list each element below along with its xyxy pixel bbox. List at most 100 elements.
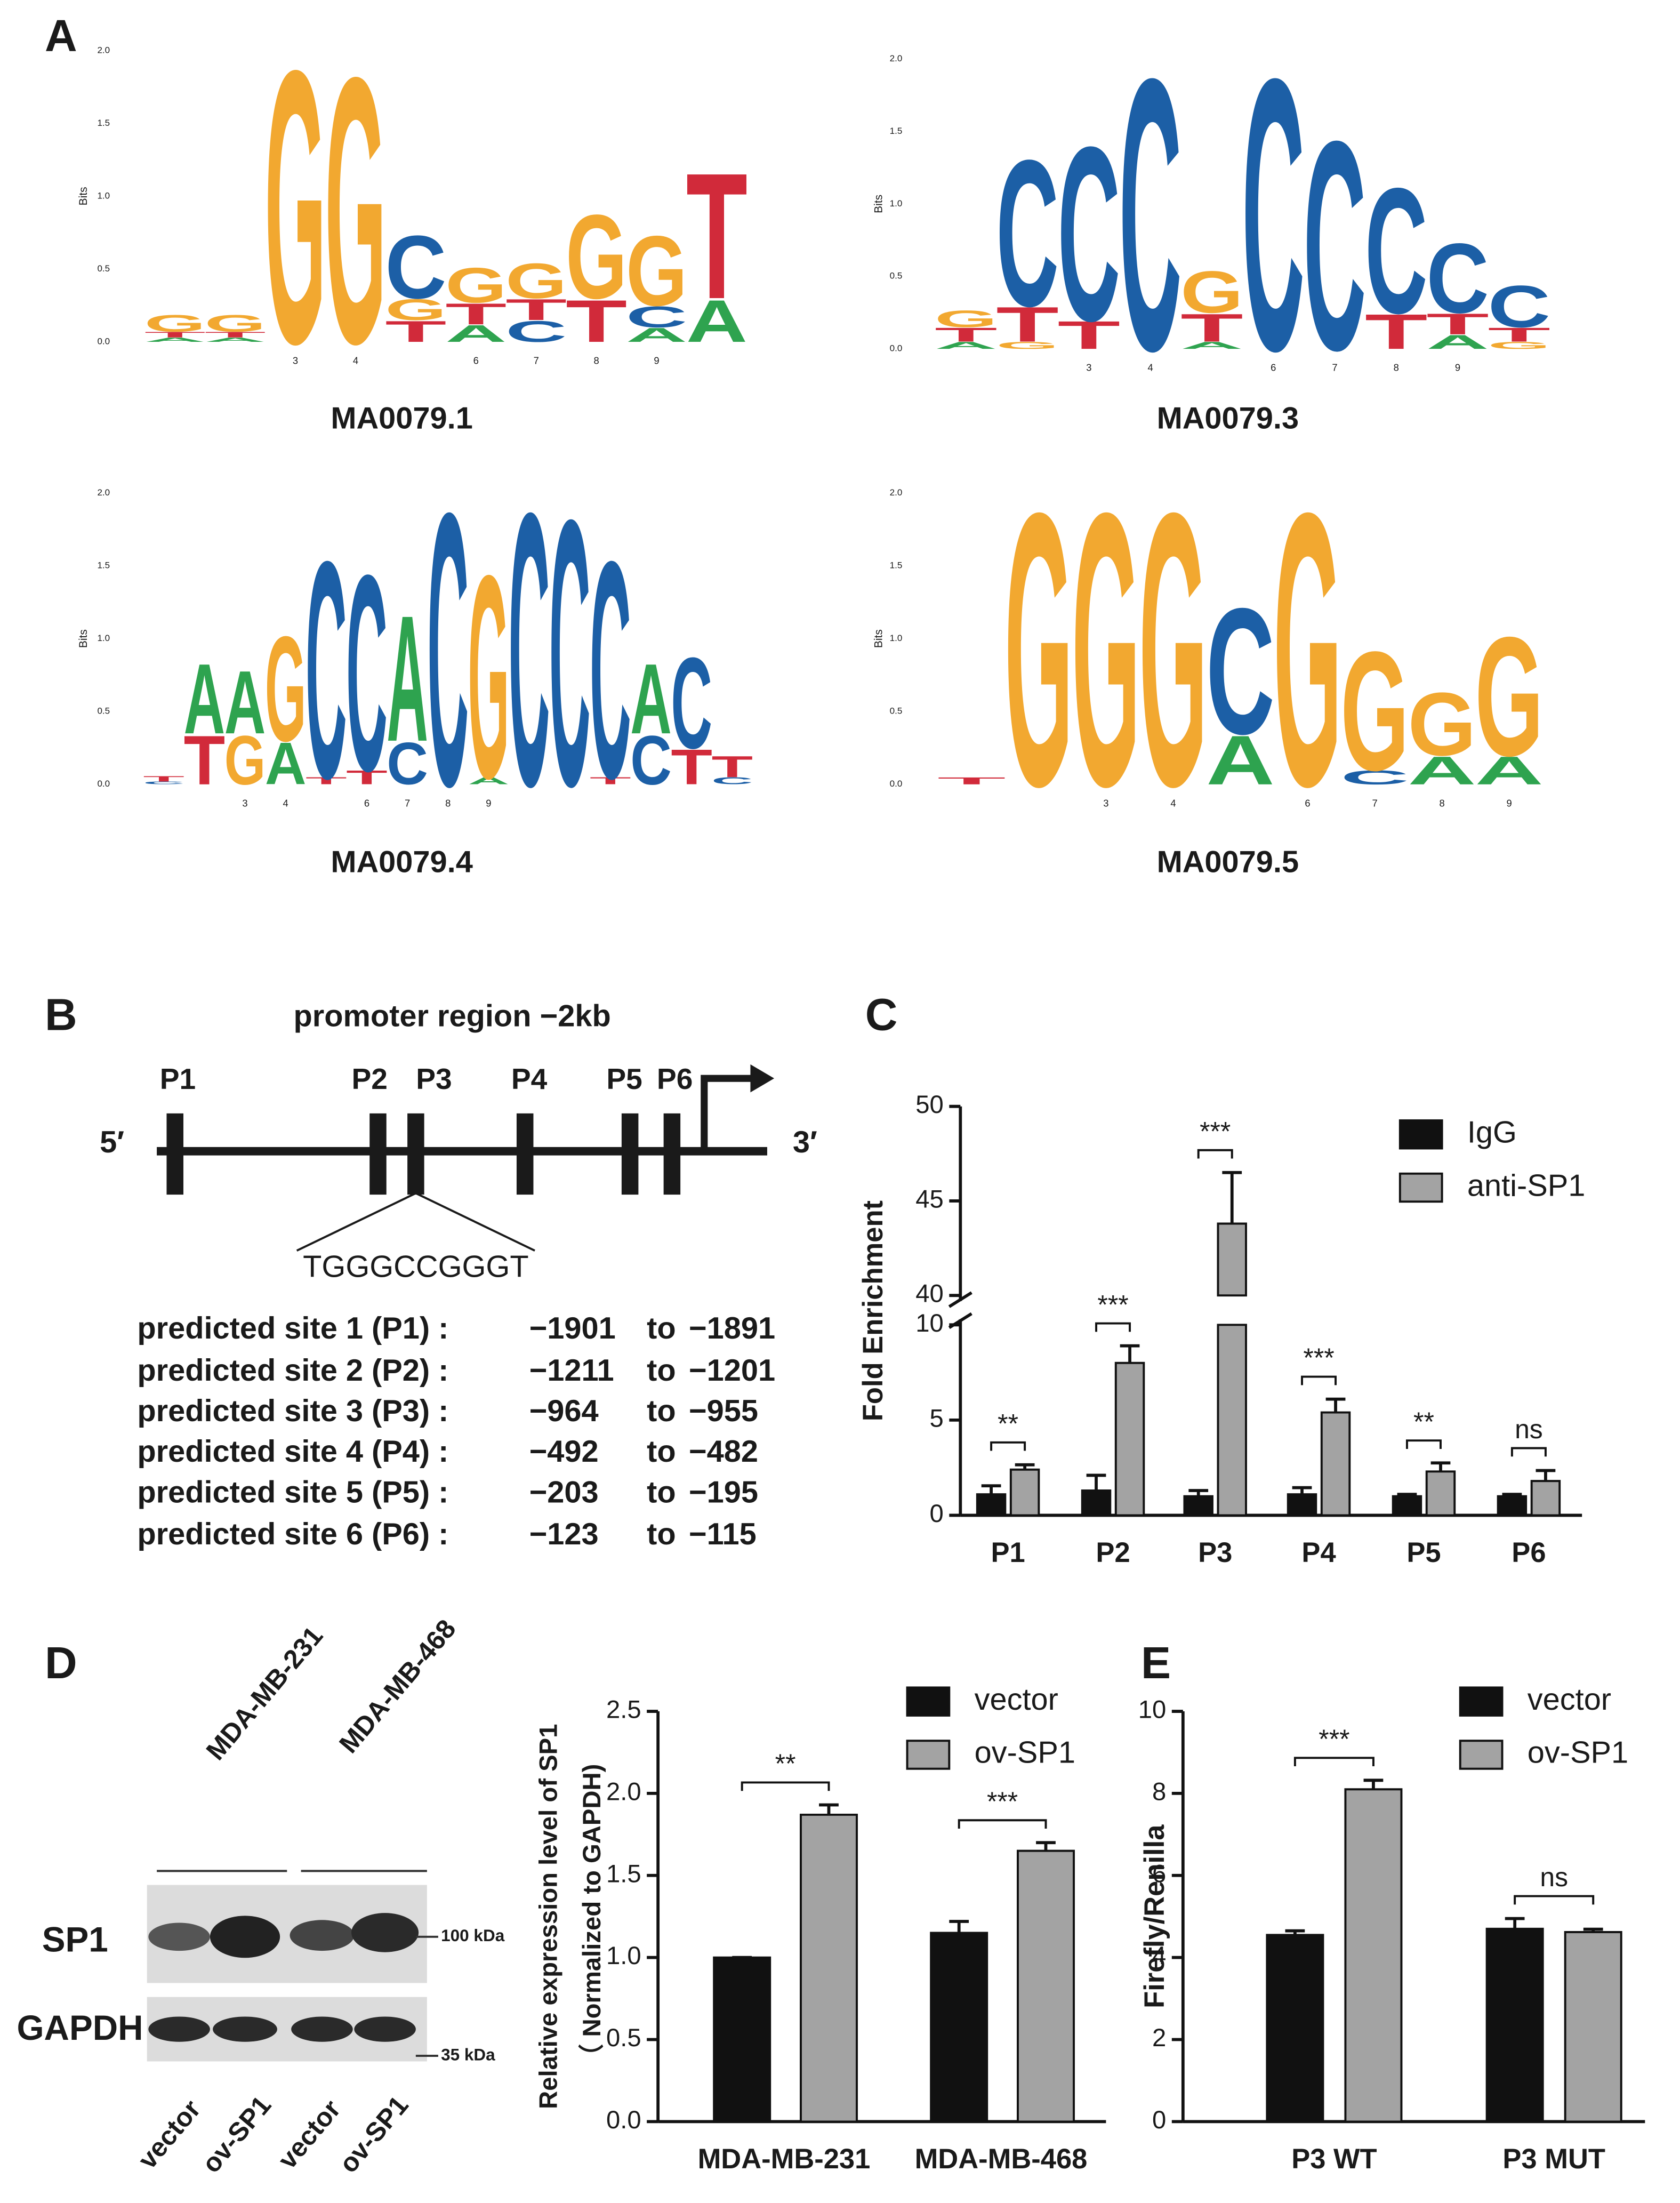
axis-break: [948, 1291, 972, 1329]
error-bar: [1502, 1493, 1522, 1496]
sig-label: ***: [1200, 1116, 1231, 1146]
logo-letter: G: [1488, 340, 1551, 351]
error-bar: [1430, 1461, 1451, 1472]
logo-letter: G: [1004, 432, 1073, 867]
site-table-cell: −482: [689, 1435, 758, 1469]
logo-letter: G: [1340, 616, 1409, 806]
logo-letter: T: [996, 297, 1059, 353]
site-table-cell: to: [647, 1475, 676, 1509]
bar: [976, 1493, 1007, 1517]
x-tick-label: 4: [1170, 797, 1176, 808]
site-table-cell: predicted site 5 (P5) :: [137, 1475, 448, 1509]
error-bar: [1086, 1473, 1106, 1491]
bar: [1564, 1930, 1622, 2123]
band: [290, 1920, 355, 1951]
y-axis-label: Bits: [873, 195, 885, 213]
logo-letter: T: [1426, 308, 1489, 341]
y-tick-label: 0.0: [97, 336, 110, 346]
sig-label: **: [1413, 1407, 1434, 1437]
error-bar: [819, 1803, 839, 1815]
y-tick-label: 0.0: [890, 343, 903, 354]
logo-letter: C: [626, 300, 687, 333]
x-tick-label: 4: [283, 797, 288, 808]
x-tick-label: P5: [1406, 1537, 1441, 1568]
sig-bracket: [741, 1781, 830, 1791]
logo-letter: A: [1206, 722, 1275, 800]
logo-letter: C: [1340, 766, 1409, 789]
logo-letter: G: [505, 253, 567, 309]
sig-bracket: [1095, 1322, 1131, 1332]
legend-label: anti-SP1: [1467, 1168, 1586, 1203]
logo-letter: C: [387, 731, 428, 798]
bar: [1344, 1788, 1403, 2123]
bar: [1425, 1470, 1456, 1517]
y-tick-label: 1.0: [890, 198, 903, 209]
bar: [1485, 1927, 1544, 2123]
error-bar: [1188, 1489, 1209, 1496]
band: [210, 1916, 280, 1958]
site-table-cell: predicted site 4 (P4) :: [137, 1435, 448, 1469]
x-tick-label: MDA-MB-468: [915, 2143, 1088, 2175]
error-bar: [949, 1920, 969, 1933]
site-table-cell: to: [647, 1435, 676, 1469]
logo-letter: T: [346, 766, 388, 789]
y-tick-label: 2: [1152, 2024, 1166, 2052]
site-box: [369, 1113, 387, 1195]
zoom-lines: [296, 1192, 535, 1252]
site-table-cell: predicted site 2 (P2) :: [137, 1353, 448, 1388]
logo-letter: T: [385, 315, 446, 348]
logo-letter: C: [1242, 0, 1305, 431]
legend-swatch: [1459, 1740, 1504, 1770]
panel-label: C: [865, 989, 898, 1039]
error-bar: [1325, 1397, 1346, 1413]
x-tick-label: 7: [405, 797, 410, 808]
logo-letter: G: [1475, 601, 1544, 791]
logo-letter: C: [549, 440, 591, 865]
x-tick-label: 7: [1372, 797, 1377, 808]
bar: [1114, 1361, 1145, 1517]
lane-label: vector: [272, 2094, 346, 2175]
x-tick-label: P3 WT: [1291, 2143, 1377, 2175]
y-tick-label: 0.0: [606, 2106, 641, 2134]
sig-bracket: [1510, 1447, 1547, 1457]
y-axis-label: Fold Enrichment: [857, 1200, 889, 1421]
logo-letter: C: [1365, 150, 1428, 350]
y-axis-label: Relative expression level of SP1: [534, 1724, 562, 2109]
logo-letter: G: [1273, 432, 1342, 867]
site-box: [166, 1113, 183, 1195]
logo-letter: C: [505, 315, 567, 348]
y-tick-label: 0.5: [890, 706, 903, 716]
error-bar: [1292, 1486, 1312, 1495]
y-tick-label: 5: [930, 1404, 944, 1432]
site-table-cell: predicted site 1 (P1) :: [137, 1311, 448, 1345]
bar: [713, 1956, 771, 2123]
logo-letter: G: [935, 306, 998, 332]
three-prime: 3′: [793, 1125, 817, 1159]
site-box: [516, 1113, 534, 1195]
sig-label: ns: [1515, 1414, 1543, 1444]
bar: [1392, 1495, 1422, 1517]
diagram-title: promoter region −2kb: [294, 999, 611, 1034]
x-tick-label: 3: [242, 797, 247, 808]
x-tick-label: 9: [654, 355, 659, 366]
y-tick-label: 1.5: [890, 560, 903, 571]
logo-letter: C: [306, 498, 347, 843]
logo-letter: G: [445, 258, 507, 313]
logo-letter: A: [626, 324, 687, 346]
logo-letter: T: [1180, 306, 1243, 350]
sig-label: **: [775, 1749, 796, 1779]
error-bar: [981, 1484, 1001, 1495]
sig-bracket: [1293, 1757, 1374, 1767]
x-tick-label: 8: [445, 797, 451, 808]
y-tick-label: 0.5: [97, 263, 110, 274]
x-tick-label: P4: [1301, 1537, 1336, 1568]
y-tick-label: 0.0: [890, 779, 903, 789]
legend-label: vector: [975, 1683, 1058, 1717]
error-bar: [1536, 1469, 1556, 1481]
x-tick-label: 3: [293, 355, 298, 366]
bar: [1009, 1468, 1040, 1517]
logo-letter: G: [1408, 675, 1476, 775]
logo-letter: T: [1058, 313, 1121, 357]
y-tick-label: 2.0: [890, 53, 903, 63]
